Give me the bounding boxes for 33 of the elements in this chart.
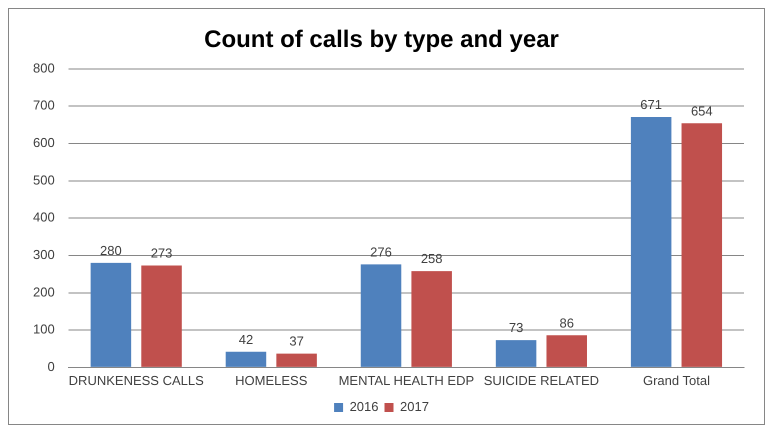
bar [141,266,182,367]
data-label: 654 [690,103,713,118]
y-tick-label: 700 [32,98,55,113]
bar [630,116,672,367]
y-tick-label: 500 [32,172,55,188]
bar [226,352,266,367]
bar [276,354,317,367]
y-tick-label: 300 [32,247,55,262]
x-tick-label: DRUNKENESS CALLS [68,372,204,388]
y-tick-label: 600 [32,135,55,150]
data-label: 280 [100,242,122,258]
data-label: 37 [289,334,304,349]
legend-label: 2016 [350,399,378,414]
y-tick-label: 200 [32,284,55,300]
x-tick-label: HOMELESS [235,372,308,388]
x-tick-label: MENTAL HEALTH EDP [338,372,474,388]
chart-title: Count of calls by type and year [204,26,559,54]
bar [496,340,536,367]
bar [90,262,132,367]
x-tick-label: SUICIDE RELATED [484,372,600,388]
bar [360,264,402,367]
data-label: 258 [420,251,443,266]
data-label: 42 [238,332,254,347]
y-tick-label: 800 [32,60,55,76]
legend-label: 2017 [400,399,429,414]
y-tick-label: 100 [32,322,55,337]
bar [411,271,452,367]
x-tick-label: Grand Total [642,372,710,388]
bar [546,335,587,367]
data-label: 86 [559,315,574,330]
y-tick-label: 400 [32,210,55,225]
y-tick-label: 0 [47,358,55,374]
bar [682,123,722,367]
